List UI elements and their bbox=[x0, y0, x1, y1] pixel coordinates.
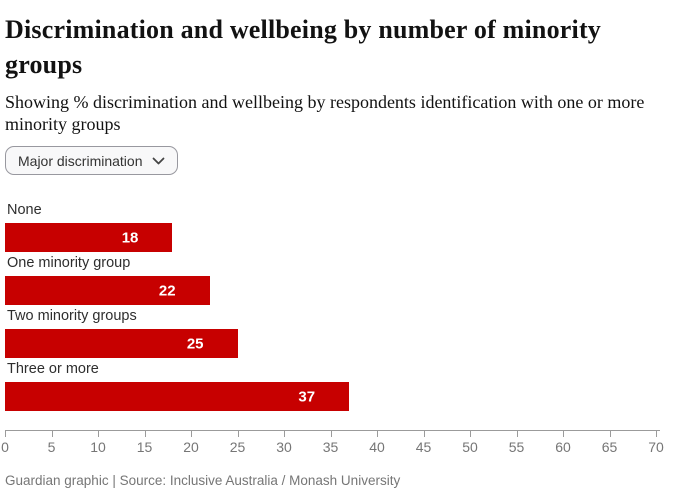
axis-tick bbox=[609, 431, 611, 437]
axis-tick-label: 55 bbox=[508, 439, 525, 455]
bar-row: One minority group 22 bbox=[5, 252, 656, 305]
axis-tick-label: 50 bbox=[462, 439, 478, 455]
axis-tick bbox=[516, 431, 518, 437]
axis-tick-label: 70 bbox=[648, 439, 664, 455]
bar-chart: None 18 One minority group 22 Two minority g… bbox=[1, 199, 678, 464]
axis-tick bbox=[191, 431, 192, 437]
axis-tick bbox=[563, 431, 564, 437]
axis-tick-label: 10 bbox=[90, 439, 106, 455]
bar: 37 bbox=[5, 382, 350, 411]
axis-tick bbox=[51, 431, 53, 437]
axis-tick bbox=[5, 431, 6, 437]
chevron-down-icon bbox=[152, 157, 165, 164]
bar-row: Three or more 37 bbox=[5, 358, 656, 411]
value-label: 22 bbox=[158, 282, 176, 299]
axis-tick bbox=[470, 431, 471, 437]
bar-row: Two minority groups 25 bbox=[5, 305, 656, 358]
axis-tick-label: 60 bbox=[555, 439, 571, 455]
category-label: Three or more bbox=[7, 361, 99, 377]
axis-tick-label: 15 bbox=[136, 439, 153, 455]
axis-tick bbox=[237, 431, 239, 437]
axis-tick-label: 40 bbox=[369, 439, 385, 455]
bar-rows: None 18 One minority group 22 Two minority g… bbox=[5, 199, 656, 411]
bar-row: None 18 bbox=[5, 199, 656, 252]
axis-tick bbox=[423, 431, 425, 437]
bar: 22 bbox=[5, 276, 210, 305]
axis-tick bbox=[656, 431, 657, 437]
axis-tick bbox=[98, 431, 99, 437]
x-axis: 0 5 10 15 20 25 30 35 40 45 50 55 60 65 70 bbox=[1, 430, 664, 464]
bar: 25 bbox=[5, 329, 238, 358]
axis-tick-label: 35 bbox=[322, 439, 339, 455]
source-credit: Guardian graphic | Source: Inclusive Aus… bbox=[5, 473, 401, 488]
metric-dropdown-value: Major discrimination bbox=[18, 152, 143, 169]
axis-tick-label: 65 bbox=[601, 439, 618, 455]
axis-tick-label: 45 bbox=[415, 439, 432, 455]
value-label: 18 bbox=[121, 229, 139, 246]
axis-tick-label: 25 bbox=[229, 439, 246, 455]
axis-tick bbox=[377, 431, 378, 437]
axis-tick-label: 30 bbox=[276, 439, 292, 455]
page-subtitle: Showing % discrimination and wellbeing b… bbox=[5, 92, 645, 134]
axis-tick bbox=[330, 431, 332, 437]
value-label: 37 bbox=[298, 388, 316, 405]
category-label: One minority group bbox=[7, 255, 131, 271]
axis-tick-label: 5 bbox=[47, 439, 56, 455]
category-label: None bbox=[7, 202, 42, 218]
bar: 18 bbox=[5, 223, 173, 252]
axis-tick-label: 0 bbox=[1, 439, 9, 455]
value-label: 25 bbox=[186, 335, 204, 352]
category-label: Two minority groups bbox=[7, 308, 137, 324]
axis-tick bbox=[144, 431, 146, 437]
axis-tick-label: 20 bbox=[183, 439, 199, 455]
metric-dropdown[interactable]: Major discrimination bbox=[5, 146, 178, 175]
axis-tick bbox=[284, 431, 285, 437]
page-title: Discrimination and wellbeing by number o… bbox=[5, 15, 602, 79]
